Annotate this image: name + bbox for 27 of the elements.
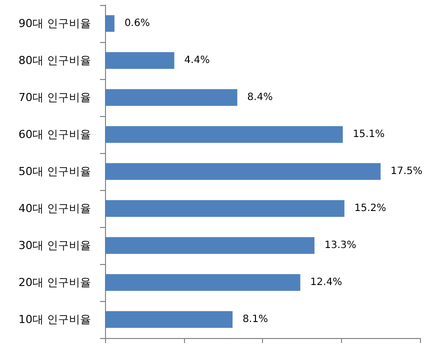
y-tick-label: 40대 인구비율 bbox=[18, 202, 91, 215]
y-tick-label: 60대 인구비율 bbox=[18, 128, 91, 141]
bar bbox=[105, 52, 174, 69]
data-label: 15.1% bbox=[352, 129, 385, 140]
data-label: 15.2% bbox=[354, 203, 386, 214]
y-tick-label: 10대 인구비율 bbox=[18, 313, 91, 326]
y-tick-label: 20대 인구비율 bbox=[18, 276, 91, 289]
data-label: 0.6% bbox=[124, 18, 150, 29]
bar bbox=[105, 311, 233, 328]
bar bbox=[105, 126, 343, 143]
data-label: 8.4% bbox=[247, 92, 273, 103]
bar bbox=[105, 200, 344, 217]
bar bbox=[105, 15, 114, 32]
bar bbox=[105, 163, 381, 180]
bar bbox=[105, 89, 238, 106]
y-tick-label: 70대 인구비율 bbox=[18, 91, 91, 104]
data-label: 13.3% bbox=[324, 240, 356, 251]
data-label: 17.5% bbox=[390, 166, 422, 177]
bar bbox=[105, 274, 300, 291]
y-tick-label: 90대 인구비율 bbox=[18, 17, 91, 30]
data-label: 4.4% bbox=[184, 55, 210, 66]
bar bbox=[105, 237, 314, 254]
y-tick-label: 50대 인구비율 bbox=[18, 165, 91, 178]
y-tick-label: 80대 인구비율 bbox=[18, 54, 91, 67]
data-label: 8.1% bbox=[242, 314, 268, 325]
y-tick-label: 30대 인구비율 bbox=[18, 239, 91, 252]
data-label: 12.4% bbox=[310, 277, 342, 288]
